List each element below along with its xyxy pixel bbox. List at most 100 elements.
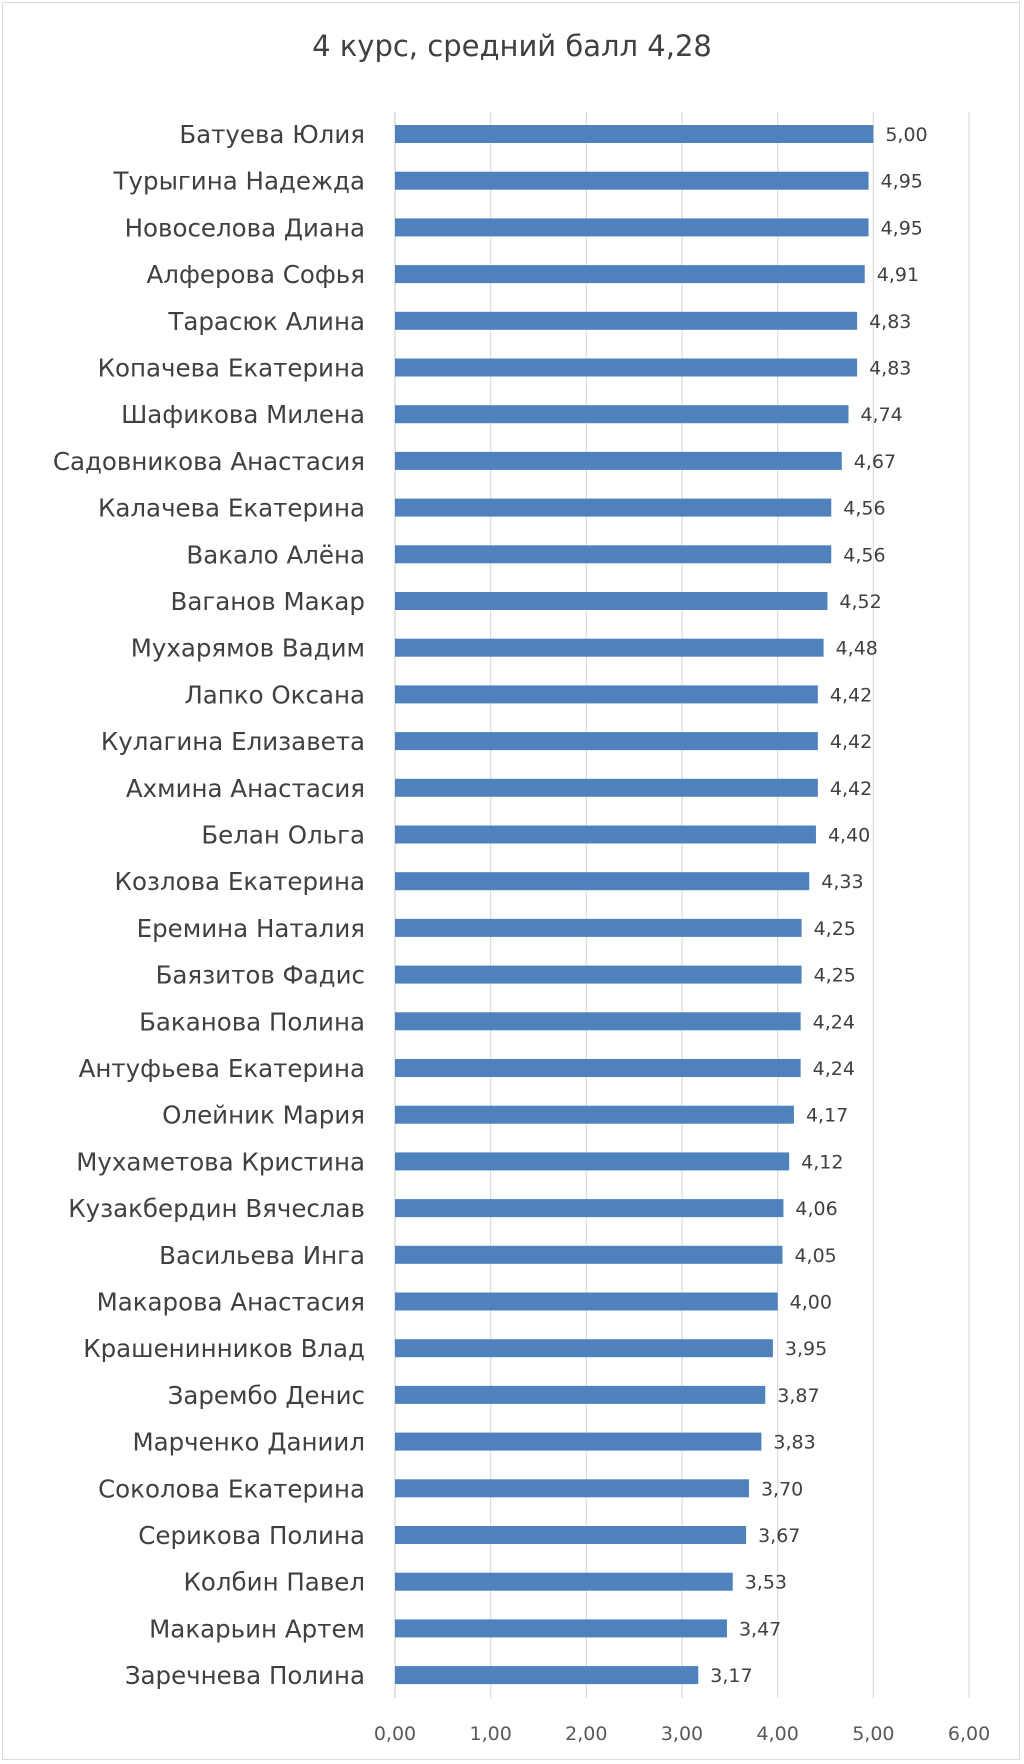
data-label: 4,05 [794,1245,836,1267]
bar [395,872,810,891]
bar [395,1245,783,1264]
bar [395,778,818,797]
category-label: Новоселова Диана [125,213,365,242]
category-label: Копачева Екатерина [98,354,365,383]
category-label: Садовникова Анастасия [53,447,365,476]
data-label: 4,25 [814,918,856,940]
data-label: 3,47 [739,1618,781,1640]
bar [395,171,869,190]
data-label: 4,25 [814,965,856,987]
category-label: Серикова Полина [138,1521,365,1550]
data-label: 4,83 [869,311,911,333]
x-tick-label: 5,00 [852,1723,894,1745]
bar [395,1385,766,1404]
data-label: 4,06 [795,1198,837,1220]
x-tick-label: 1,00 [470,1723,512,1745]
bar [395,965,802,984]
data-label: 4,42 [830,684,872,706]
bar [395,1619,727,1638]
category-label: Колбин Павел [184,1568,366,1597]
category-label: Баканова Полина [139,1007,365,1036]
category-label: Зарембо Денис [168,1381,365,1410]
category-label: Антуфьева Екатерина [79,1054,365,1083]
bar [395,638,824,657]
chart-title: 4 курс, средний балл 4,28 [312,29,712,63]
category-label: Шафикова Милена [121,400,365,429]
bar [395,1339,773,1358]
bar [395,592,828,610]
bar [395,918,802,937]
data-label: 5,00 [885,124,927,146]
data-label: 4,24 [813,1011,855,1033]
data-label: 4,91 [877,264,919,286]
bar [395,545,832,564]
category-label: Калачева Екатерина [98,494,365,523]
category-label: Заречнева Полина [125,1661,365,1690]
data-label: 4,12 [801,1151,843,1173]
data-label: 4,52 [839,591,881,613]
bar [395,1012,801,1031]
bar [395,451,842,470]
bar [395,265,865,284]
category-label: Еремина Наталия [137,914,365,943]
data-label: 3,53 [745,1572,787,1594]
data-label: 4,56 [843,498,885,520]
data-label: 4,24 [813,1058,855,1080]
category-label: Мухарямов Вадим [131,634,365,663]
category-label: Мухаметова Кристина [76,1147,365,1176]
category-label: Белан Ольга [201,821,365,850]
bar [395,1479,749,1498]
data-label: 3,70 [761,1478,803,1500]
bar [395,1526,747,1544]
category-label: Кулагина Елизавета [101,727,365,756]
bar [395,125,874,143]
data-label: 4,74 [860,404,902,426]
bar [395,825,816,844]
x-tick-label: 2,00 [565,1723,607,1745]
category-label: Макарьин Артем [149,1614,365,1643]
x-tick-label: 0,00 [374,1723,416,1745]
bars [395,125,874,1685]
data-label: 3,17 [710,1665,752,1687]
bar [395,498,832,517]
data-label: 3,67 [758,1525,800,1547]
gridlines [394,112,970,1698]
bar [395,358,858,377]
bar [395,311,858,330]
x-tick-label: 6,00 [948,1723,990,1745]
x-tick-label: 4,00 [757,1723,799,1745]
data-label: 4,40 [828,825,870,847]
category-label: Макарова Анастасия [97,1288,365,1317]
data-label: 4,56 [843,544,885,566]
bar [395,1292,778,1311]
category-label: Баязитов Фадис [156,961,365,990]
category-label: Батуева Юлия [179,120,365,149]
category-label: Олейник Мария [162,1101,365,1130]
data-label: 4,67 [854,451,896,473]
bar [395,405,849,424]
data-label: 4,95 [881,171,923,193]
data-label: 4,17 [806,1105,848,1127]
category-label: Крашенинников Влад [83,1334,365,1363]
data-label: 4,42 [830,731,872,753]
category-label: Лапко Оксана [184,680,365,709]
bar [395,1199,784,1218]
data-label: 3,83 [773,1432,815,1454]
data-labels: 5,00 4,95 4,95 4,91 4,83 4,83 4,74 4,67 4,56 4,56… [710,124,927,1687]
data-label: 3,95 [785,1338,827,1360]
data-label: 4,33 [821,871,863,893]
bar [395,1666,699,1685]
bar [395,1152,790,1171]
data-label: 4,42 [830,778,872,800]
bar [395,218,869,237]
category-label: Алферова Софья [147,260,365,289]
data-label: 4,95 [881,217,923,239]
category-label: Соколова Екатерина [98,1474,365,1503]
x-tick-label: 3,00 [661,1723,703,1745]
category-label: Ахмина Анастасия [126,774,365,803]
category-labels: Батуева Юлия Турыгина Надежда Новоселова Д… [53,120,365,1690]
category-label: Вакало Алёна [186,540,365,569]
bar [395,1059,801,1077]
bar [395,1105,794,1124]
